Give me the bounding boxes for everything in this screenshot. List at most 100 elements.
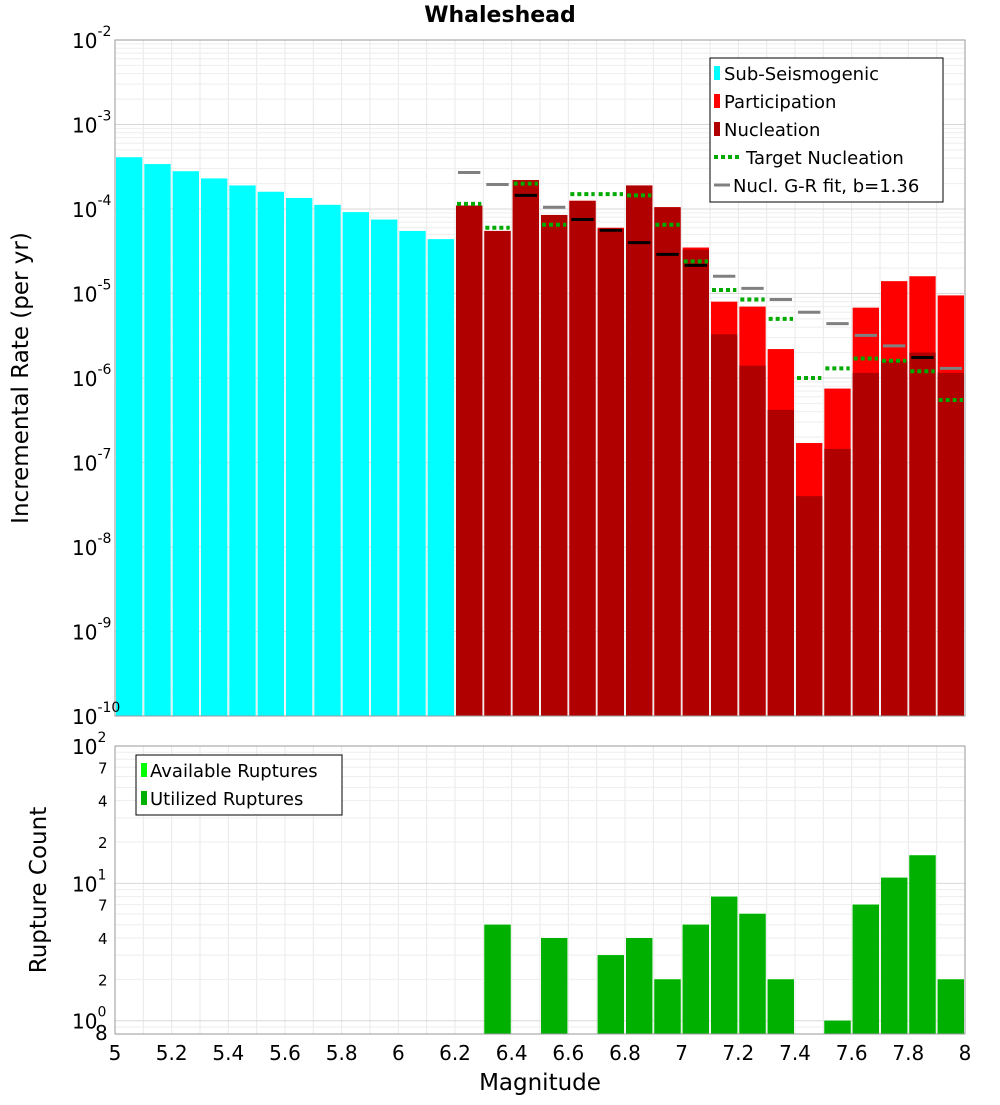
legend-label-gr-fit: Nucl. G-R fit, b=1.36: [733, 176, 919, 197]
y-tick-label: 4: [98, 793, 108, 811]
y-tick-label: 10-4: [72, 193, 112, 222]
y-tick-label: 7: [98, 759, 108, 777]
y-tick-label: 7: [98, 897, 108, 915]
bar-utilized-ruptures: [852, 904, 879, 1034]
x-tick-label: 8: [959, 1041, 972, 1065]
bottom-legend: Available Ruptures Utilized Ruptures: [135, 754, 343, 816]
legend-label-nucleation: Nucleation: [724, 120, 820, 141]
bar-sub-seismogenic: [286, 197, 313, 716]
bar-nucleation: [682, 249, 709, 716]
bar-nucleation: [654, 207, 681, 716]
x-tick-label: 5: [109, 1041, 122, 1065]
top-y-axis-label: Incremental Rate (per yr): [8, 232, 34, 524]
legend-label-available-ruptures: Available Ruptures: [150, 761, 318, 782]
x-tick-labels: 5 5.2 5.4 5.6 5.8 6 6.2 6.4 6.6 6.8 7 7.2 7.4 7.6 7.8 8: [109, 1041, 972, 1065]
legend-label-target-nucleation: Target Nucleation: [745, 148, 904, 169]
bottom-bars: [484, 855, 964, 1034]
y-tick-label: 2: [98, 834, 108, 852]
bar-utilized-ruptures: [739, 913, 766, 1034]
bar-nucleation: [541, 214, 568, 716]
y-tick-label: 10-3: [72, 109, 111, 138]
bar-nucleation: [512, 180, 539, 716]
legend-swatch-nucleation: [714, 122, 720, 136]
bar-sub-seismogenic: [144, 164, 171, 716]
bar-nucleation: [484, 230, 511, 717]
y-tick-label: 102: [72, 730, 106, 759]
bar-sub-seismogenic: [371, 219, 398, 717]
top-bars: [116, 157, 964, 717]
bar-utilized-ruptures: [711, 896, 738, 1034]
legend-label-participation: Participation: [724, 92, 836, 113]
y-tick-label: 10-6: [72, 362, 112, 391]
bar-utilized-ruptures: [484, 924, 511, 1034]
legend-label-utilized-ruptures: Utilized Ruptures: [150, 789, 303, 810]
legend-swatch-participation: [714, 94, 720, 108]
bar-nucleation: [597, 228, 624, 716]
bar-nucleation: [456, 205, 483, 716]
legend-swatch-utilized-ruptures: [141, 791, 147, 805]
bar-nucleation: [767, 409, 794, 716]
bar-nucleation: [711, 334, 738, 716]
x-tick-label: 6.8: [609, 1041, 641, 1065]
bar-nucleation: [909, 352, 936, 716]
bar-nucleation: [881, 360, 908, 716]
chart-title: Whaleshead: [424, 3, 576, 28]
x-tick-label: 6.4: [496, 1041, 528, 1065]
x-tick-label: 7.4: [779, 1041, 811, 1065]
bar-utilized-ruptures: [597, 955, 624, 1034]
x-axis-label: Magnitude: [479, 1070, 601, 1096]
bar-sub-seismogenic: [427, 239, 454, 717]
x-tick-label: 5.6: [269, 1041, 301, 1065]
bar-nucleation: [739, 365, 766, 716]
y-tick-label: 10-10: [72, 700, 120, 729]
bar-utilized-ruptures: [682, 924, 709, 1034]
top-gridlines: [114, 40, 966, 717]
legend-swatch-available-ruptures: [141, 763, 147, 777]
top-y-tick-labels: 10-10 10-9 10-8 10-7 10-6 10-5 10-4 10-3 10-2: [72, 24, 120, 729]
y-tick-label: 4: [98, 930, 108, 948]
x-tick-label: 5.2: [156, 1041, 188, 1065]
bar-nucleation: [824, 448, 851, 716]
x-tick-label: 5.4: [212, 1041, 244, 1065]
bar-nucleation: [796, 496, 823, 716]
x-tick-label: 7.6: [836, 1041, 868, 1065]
top-line-markers: [457, 171, 963, 402]
bar-utilized-ruptures: [654, 979, 681, 1034]
bar-nucleation: [569, 200, 596, 717]
bar-nucleation: [626, 185, 653, 717]
bar-utilized-ruptures: [937, 979, 964, 1034]
bottom-y-axis-label: Rupture Count: [26, 807, 52, 973]
bar-sub-seismogenic: [229, 185, 256, 717]
y-tick-label: 10-2: [72, 24, 111, 53]
bar-sub-seismogenic: [257, 191, 284, 717]
x-tick-label: 6: [392, 1041, 405, 1065]
x-tick-label: 7.2: [722, 1041, 754, 1065]
y-tick-label: 10-9: [72, 616, 111, 645]
x-tick-label: 6.6: [552, 1041, 584, 1065]
bar-utilized-ruptures: [909, 855, 936, 1034]
bar-utilized-ruptures: [824, 1020, 851, 1034]
x-tick-label: 6.2: [439, 1041, 471, 1065]
y-tick-label: 2: [98, 971, 108, 989]
y-tick-label: 8: [95, 1021, 108, 1045]
bar-utilized-ruptures: [767, 979, 794, 1034]
y-tick-label: 101: [72, 867, 106, 896]
bar-utilized-ruptures: [881, 877, 908, 1034]
bar-sub-seismogenic: [314, 204, 341, 717]
top-legend-box: [709, 57, 944, 203]
y-tick-label: 100: [72, 1005, 106, 1034]
bar-sub-seismogenic: [172, 171, 199, 716]
bar-nucleation: [937, 372, 964, 716]
x-tick-label: 7: [675, 1041, 688, 1065]
bottom-legend-box: [135, 754, 343, 816]
bar-sub-seismogenic: [342, 212, 369, 716]
bottom-plot-frame: [114, 745, 966, 1035]
x-tick-label: 5.8: [326, 1041, 358, 1065]
y-tick-label: 10-5: [72, 278, 111, 307]
y-tick-label: 10-7: [72, 447, 111, 476]
bar-utilized-ruptures: [626, 938, 653, 1034]
top-legend: Sub-Seismogenic Participation Nucleation…: [709, 57, 944, 203]
x-tick-label: 7.8: [892, 1041, 924, 1065]
